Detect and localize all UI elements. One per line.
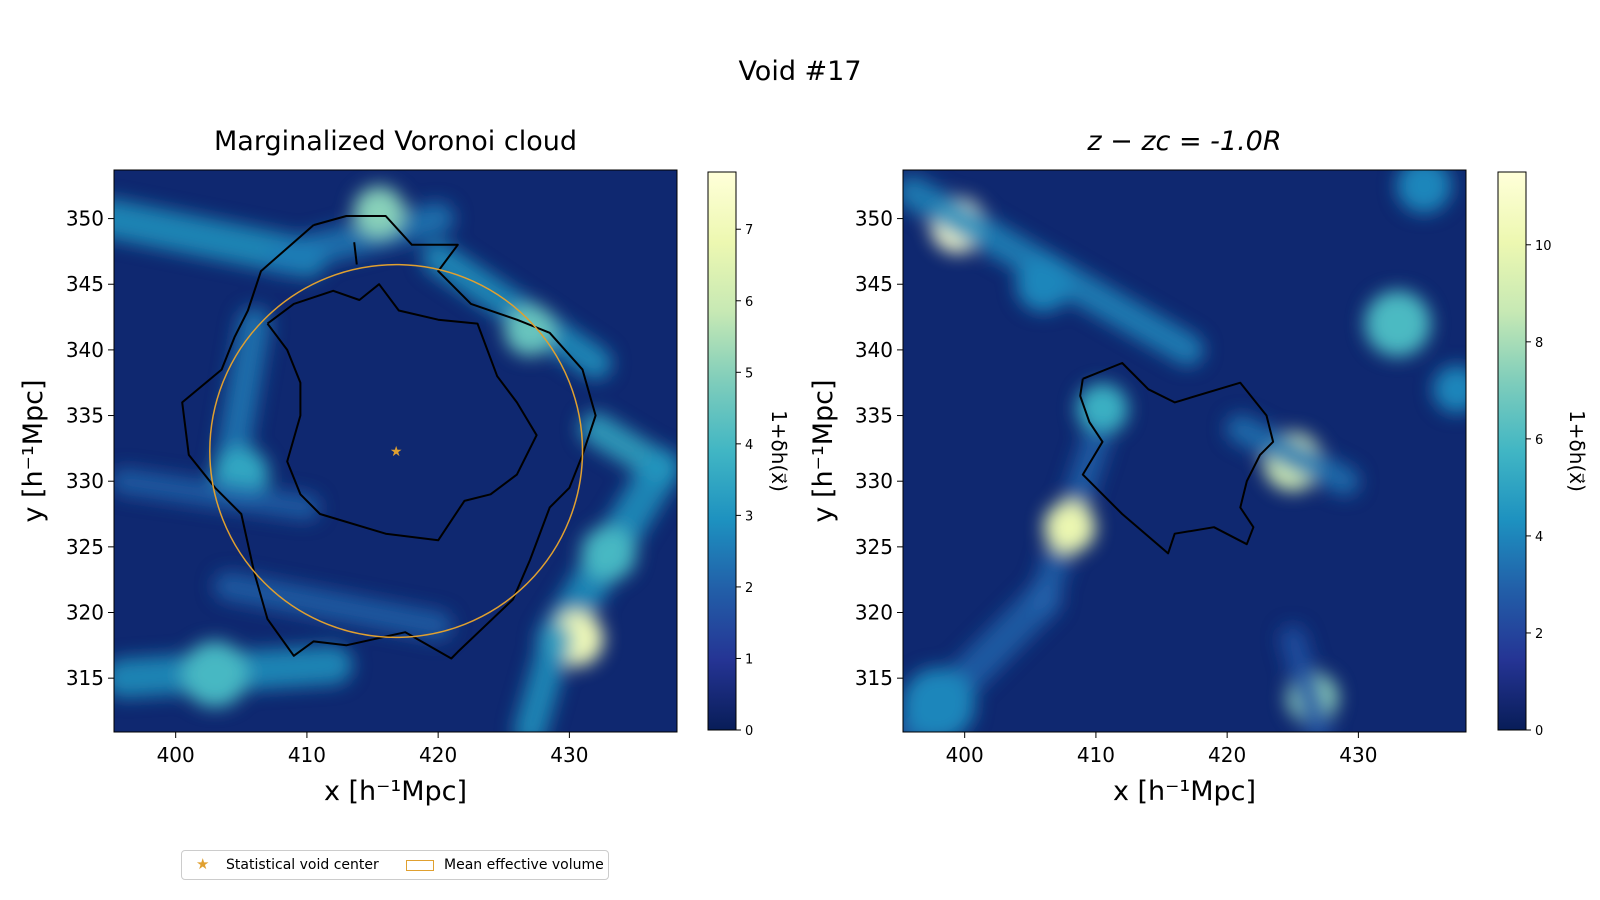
x-tick-label: 420: [1208, 743, 1246, 767]
x-tick-label: 400: [946, 743, 984, 767]
density-peak: [1396, 170, 1452, 214]
y-tick-label: 320: [66, 601, 104, 625]
colorbar-label: 1+δh(x⃗): [1565, 410, 1589, 492]
y-tick-label: 330: [66, 469, 104, 493]
density-peak: [181, 641, 249, 708]
y-axis-label: y [h⁻¹Mpc]: [18, 379, 49, 522]
x-axis-label: x [h⁻¹Mpc]: [1113, 776, 1256, 807]
x-tick-label: 420: [419, 743, 457, 767]
rectangle-icon: [406, 860, 434, 871]
y-tick-label: 320: [855, 601, 893, 625]
colorbar-tick-label: 6: [1535, 433, 1543, 448]
x-tick-label: 400: [157, 743, 195, 767]
density-peak: [1015, 256, 1071, 312]
axis-ticks: 400 410 420 430 315 320 325 330 335 340 345 350: [855, 207, 1378, 767]
density-peak: [353, 186, 405, 238]
x-tick-label: 410: [288, 743, 326, 767]
x-tick-label: 430: [550, 743, 588, 767]
colorbar-tick-label: 4: [1535, 530, 1543, 545]
void-contour: [181, 215, 597, 660]
void-contour: [266, 283, 538, 542]
panel-title: z − zc = -1.0R: [1086, 126, 1281, 157]
colorbar-label: 1+δh(x⃗): [767, 410, 791, 492]
y-tick-label: 340: [855, 338, 893, 362]
colorbar-tick-label: 2: [1535, 627, 1543, 642]
density-filament: [513, 622, 573, 732]
colorbar-ticks: 0 1 2 3 4 5 6 7: [736, 223, 753, 739]
y-tick-label: 325: [66, 535, 104, 559]
mean-effective-volume: [209, 263, 584, 639]
y-tick-label: 330: [855, 469, 893, 493]
y-tick-label: 350: [66, 207, 104, 231]
figure-title: Void #17: [738, 56, 862, 87]
y-axis-label: y [h⁻¹Mpc]: [808, 379, 839, 522]
colorbar-tick-label: 10: [1535, 239, 1552, 254]
density-peak: [1364, 290, 1431, 357]
colorbar-ticks: 0 2 4 6 8 10: [1526, 239, 1552, 739]
density-filament: [1279, 625, 1333, 732]
y-tick-label: 325: [855, 535, 893, 559]
y-tick-label: 350: [855, 207, 893, 231]
colorbar: [1497, 171, 1527, 731]
colorbar-tick-label: 2: [745, 581, 753, 596]
colorbar-tick-label: 0: [745, 724, 753, 739]
colorbar-tick-label: 8: [1535, 336, 1543, 351]
density-peak: [581, 525, 637, 581]
density-filament: [213, 571, 453, 641]
plot-frame: [902, 169, 1467, 733]
legend-void-center-label: Statistical void center: [226, 857, 379, 873]
star-icon: ★: [196, 855, 210, 873]
colorbar-tick-label: 3: [745, 509, 753, 524]
x-tick-label: 430: [1339, 743, 1377, 767]
x-axis-label: x [h⁻¹Mpc]: [324, 776, 467, 807]
axis-ticks: 400 410 420 430 315 320 325 330 335 340 345 350: [66, 207, 589, 767]
y-tick-label: 340: [66, 338, 104, 362]
density-peak: [1432, 365, 1466, 414]
legend-effective-volume-label: Mean effective volume: [444, 857, 604, 873]
void-contour: [353, 242, 358, 265]
colorbar-tick-label: 5: [745, 366, 753, 381]
density-peak: [504, 304, 556, 356]
density-peak: [903, 667, 976, 732]
y-tick-label: 315: [855, 666, 893, 690]
colorbar: [707, 171, 737, 731]
x-tick-label: 410: [1077, 743, 1115, 767]
colorbar-tick-label: 0: [1535, 724, 1543, 739]
colorbar-tick-label: 4: [745, 438, 753, 453]
y-tick-label: 335: [66, 404, 104, 428]
plot-frame: [113, 169, 678, 733]
density-filament: [264, 202, 455, 275]
colorbar-tick-label: 1: [745, 652, 753, 667]
void-contours: [181, 215, 597, 660]
effective-volume-layer: ★: [209, 263, 584, 639]
legend: ★ Statistical void center Mean effective…: [181, 850, 609, 880]
y-tick-label: 345: [66, 272, 104, 296]
void-contours: [1079, 362, 1275, 555]
density-peak: [1043, 501, 1096, 553]
density-filament: [1225, 414, 1360, 496]
y-tick-label: 345: [855, 272, 893, 296]
void-contour: [1079, 362, 1275, 555]
y-tick-label: 335: [855, 404, 893, 428]
colorbar-tick-label: 6: [745, 295, 753, 310]
colorbar-tick-label: 7: [745, 223, 753, 238]
y-tick-label: 315: [66, 666, 104, 690]
panel-title: Marginalized Voronoi cloud: [214, 126, 577, 157]
void-center-marker: ★: [390, 444, 403, 460]
